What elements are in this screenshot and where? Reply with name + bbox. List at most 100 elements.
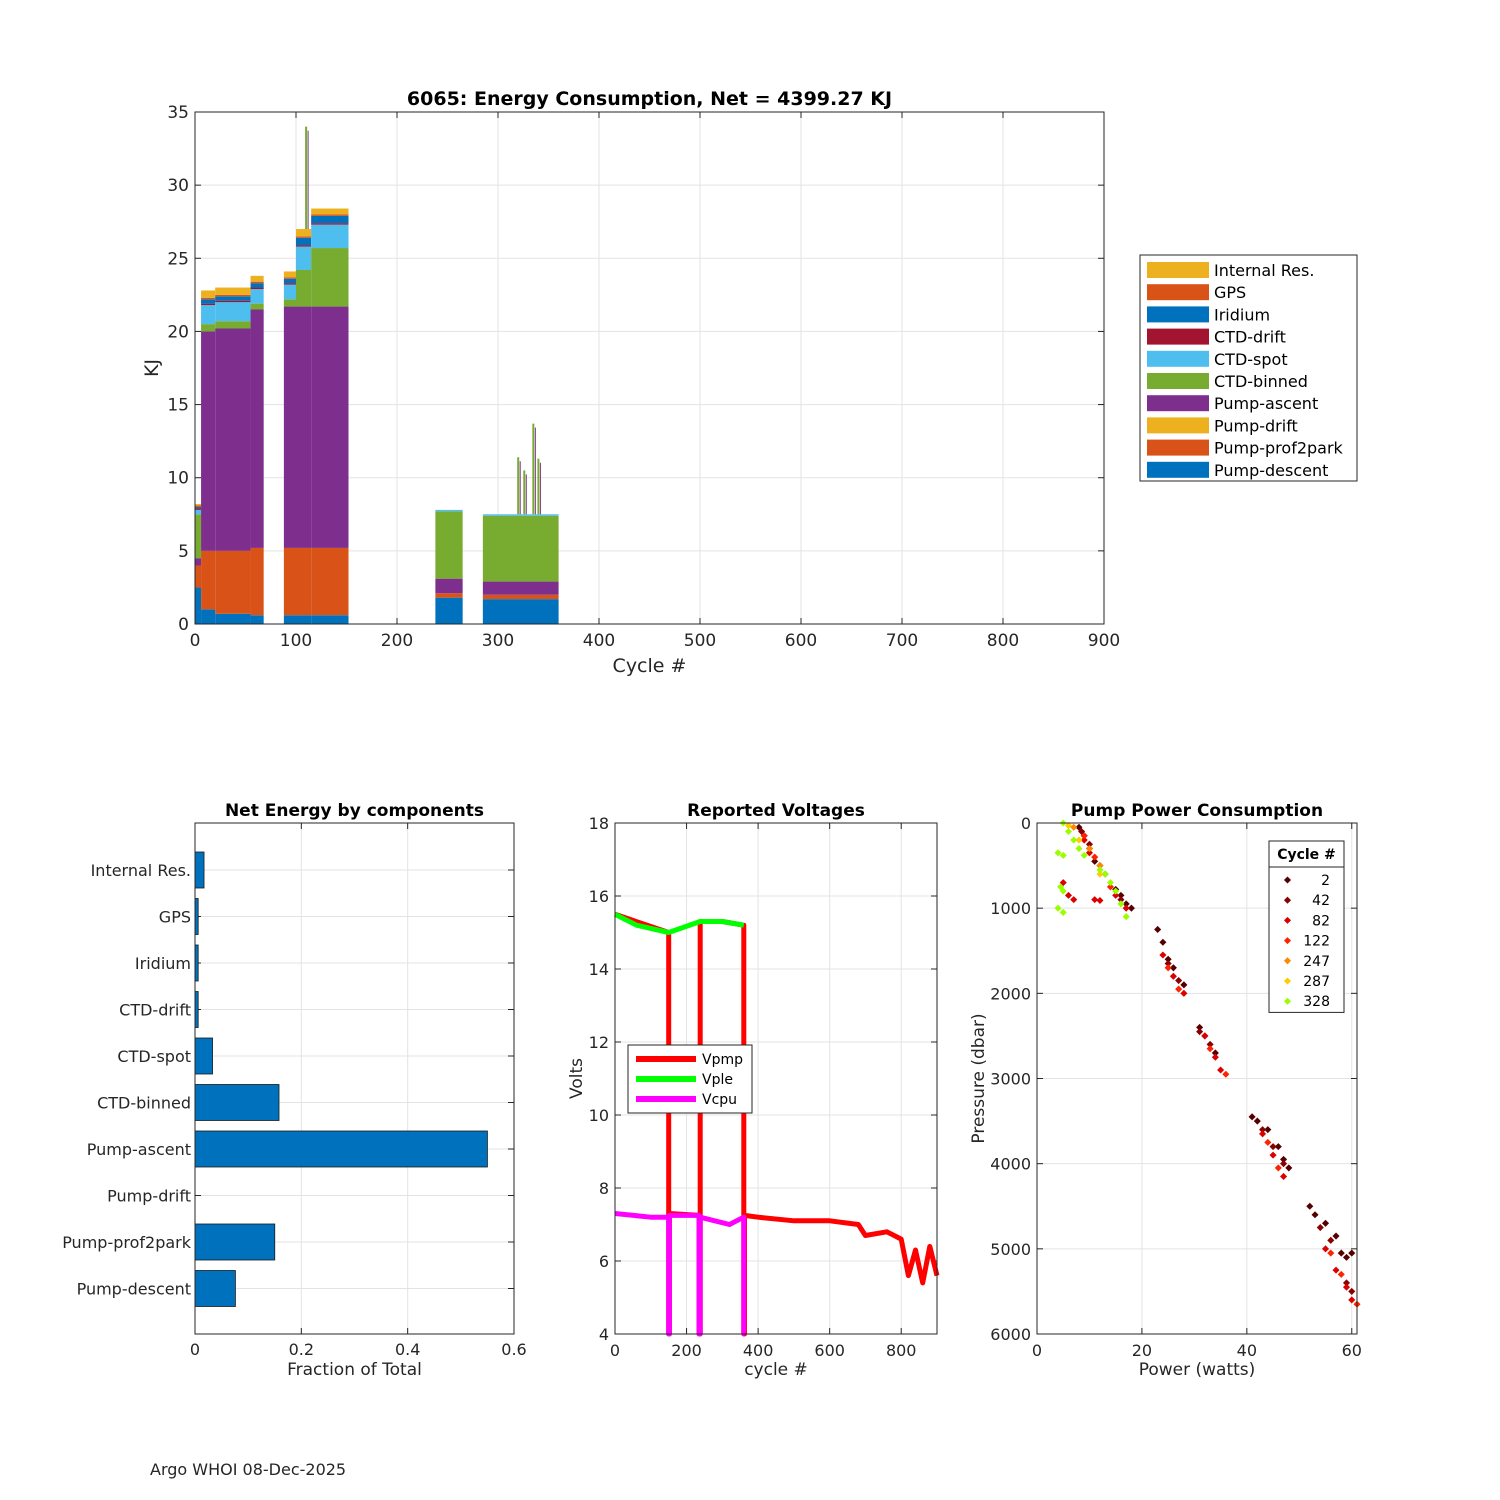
stack-pump-prof2park (283, 547, 296, 616)
stack-pump-descent (250, 615, 264, 624)
stack-ctd-spot (201, 305, 216, 325)
category-label: Pump-drift (107, 1187, 191, 1206)
y-tick-label: 0 (178, 615, 189, 635)
stack-internal-res- (283, 271, 296, 278)
axes-box (614, 822, 938, 1335)
net-energy-bar-chart: 0 0.2 0.4 0.6 Internal Res. GPS Iridium CTD-dri… (62, 801, 527, 1380)
legend-entry: Internal Res. (1214, 261, 1314, 280)
y-tick-label: 4000 (990, 1155, 1031, 1174)
stack-ctd-spot (296, 246, 312, 270)
stack-pump-ascent (215, 328, 251, 551)
stack-ctd-binned (311, 248, 349, 307)
y-tick-label: 5 (178, 542, 189, 562)
legend-entry: Pump-descent (1214, 461, 1328, 480)
energy-consumption-chart: 0 100 200 300 400 500 600 700 800 900 0 5 10 15 20 25 30… (141, 88, 1120, 677)
stack-internal-res- (215, 287, 251, 295)
stack-pump-ascent (296, 306, 312, 548)
x-tick-label: 0.4 (395, 1340, 420, 1359)
x-tick-label: 400 (583, 631, 615, 651)
stack-ctd-binned (250, 303, 264, 310)
stack-ctd-spot (283, 284, 296, 300)
stack-internal-res- (195, 504, 202, 506)
stack-ctd-drift (215, 300, 251, 303)
x-tick-label: 60 (1342, 1341, 1362, 1360)
category-label: CTD-drift (119, 1001, 191, 1020)
stack-ctd-binned (283, 299, 296, 307)
y-tick-label: 6 (599, 1252, 609, 1271)
x-tick-label: 600 (785, 631, 817, 651)
x-tick-label: 900 (1088, 631, 1120, 651)
stack-ctd-spot (215, 302, 251, 322)
legend-entry: GPS (1214, 283, 1246, 302)
stack-ctd-drift (195, 508, 202, 510)
stack-pump-descent (201, 609, 216, 624)
stack-pump-prof2park (435, 593, 463, 598)
legend-entry: Vpmp (702, 1052, 743, 1068)
x-tick-label: 800 (987, 631, 1019, 651)
legend-swatch (1147, 284, 1209, 301)
legend-swatch (1147, 328, 1209, 345)
category-label: Iridium (135, 954, 191, 973)
category-label: CTD-spot (117, 1047, 191, 1066)
bar (194, 1130, 488, 1168)
stack-iridium (215, 296, 251, 301)
stack-pump-descent (482, 599, 559, 624)
bar (194, 1270, 236, 1307)
stack-ctd-drift (311, 223, 349, 225)
stack-pump-prof2park (296, 547, 312, 616)
legend-swatch (1147, 306, 1209, 323)
y-tick-label: 30 (167, 176, 189, 196)
stack-pump-prof2park (482, 594, 559, 600)
y-tick-label: 8 (599, 1179, 609, 1198)
stack-gps (250, 281, 264, 284)
y-tick-label: 14 (589, 960, 609, 979)
stack-gps (215, 294, 251, 297)
bar (194, 851, 205, 889)
x-tick-label: 300 (482, 631, 514, 651)
category-label: Pump-prof2park (62, 1233, 192, 1252)
stack-ctd-drift (296, 245, 312, 247)
stack-ctd-binned (296, 269, 312, 307)
stack-gps (201, 297, 216, 300)
stack-pump-prof2park (195, 565, 202, 588)
category-label: CTD-binned (97, 1094, 191, 1113)
stack-pump-descent (296, 615, 312, 624)
y-axis-label: Pressure (dbar) (969, 1013, 989, 1143)
x-tick-label: 500 (684, 631, 716, 651)
y-tick-label: 2000 (990, 984, 1031, 1003)
x-tick-label: 100 (280, 631, 312, 651)
legend-entry: Vple (702, 1072, 733, 1088)
y-tick-label: 18 (589, 814, 609, 833)
legend-swatch (1147, 262, 1209, 278)
stack-pump-prof2park (311, 547, 349, 616)
stack-pump-ascent (283, 306, 296, 548)
legend-entry: 82 (1312, 913, 1330, 929)
chart-title: Pump Power Consumption (1071, 801, 1323, 821)
legend-swatch (1147, 395, 1209, 412)
footer-credit: Argo WHOI 08-Dec-2025 (150, 1460, 347, 1479)
stack-ctd-binned (482, 515, 559, 582)
legend-swatch (1147, 461, 1209, 478)
y-tick-label: 12 (589, 1033, 609, 1052)
legend-entry: Iridium (1214, 305, 1270, 324)
x-tick-label: 0 (190, 1340, 200, 1359)
stack-pump-descent (195, 587, 202, 624)
stack-pump-descent (215, 613, 251, 624)
x-axis-label: cycle # (744, 1360, 808, 1380)
x-axis-label: Cycle # (613, 655, 687, 677)
stack-pump-descent (435, 597, 463, 624)
category-label: Pump-descent (77, 1280, 191, 1299)
stack-ctd-drift (201, 303, 216, 306)
legend-swatch (1147, 350, 1209, 367)
stack-gps (283, 277, 296, 279)
y-tick-label: 6000 (990, 1325, 1031, 1344)
y-tick-label: 10 (589, 1106, 609, 1125)
legend-entry: Pump-prof2park (1214, 439, 1344, 458)
y-tick-label: 15 (167, 396, 189, 416)
stack-iridium (296, 237, 312, 246)
stack-ctd-spot (311, 224, 349, 249)
stack-internal-res- (250, 275, 264, 282)
bar (194, 1037, 213, 1075)
energy-legend: Internal Res. GPS Iridium CTD-drift CTD-spot… (1139, 254, 1358, 482)
